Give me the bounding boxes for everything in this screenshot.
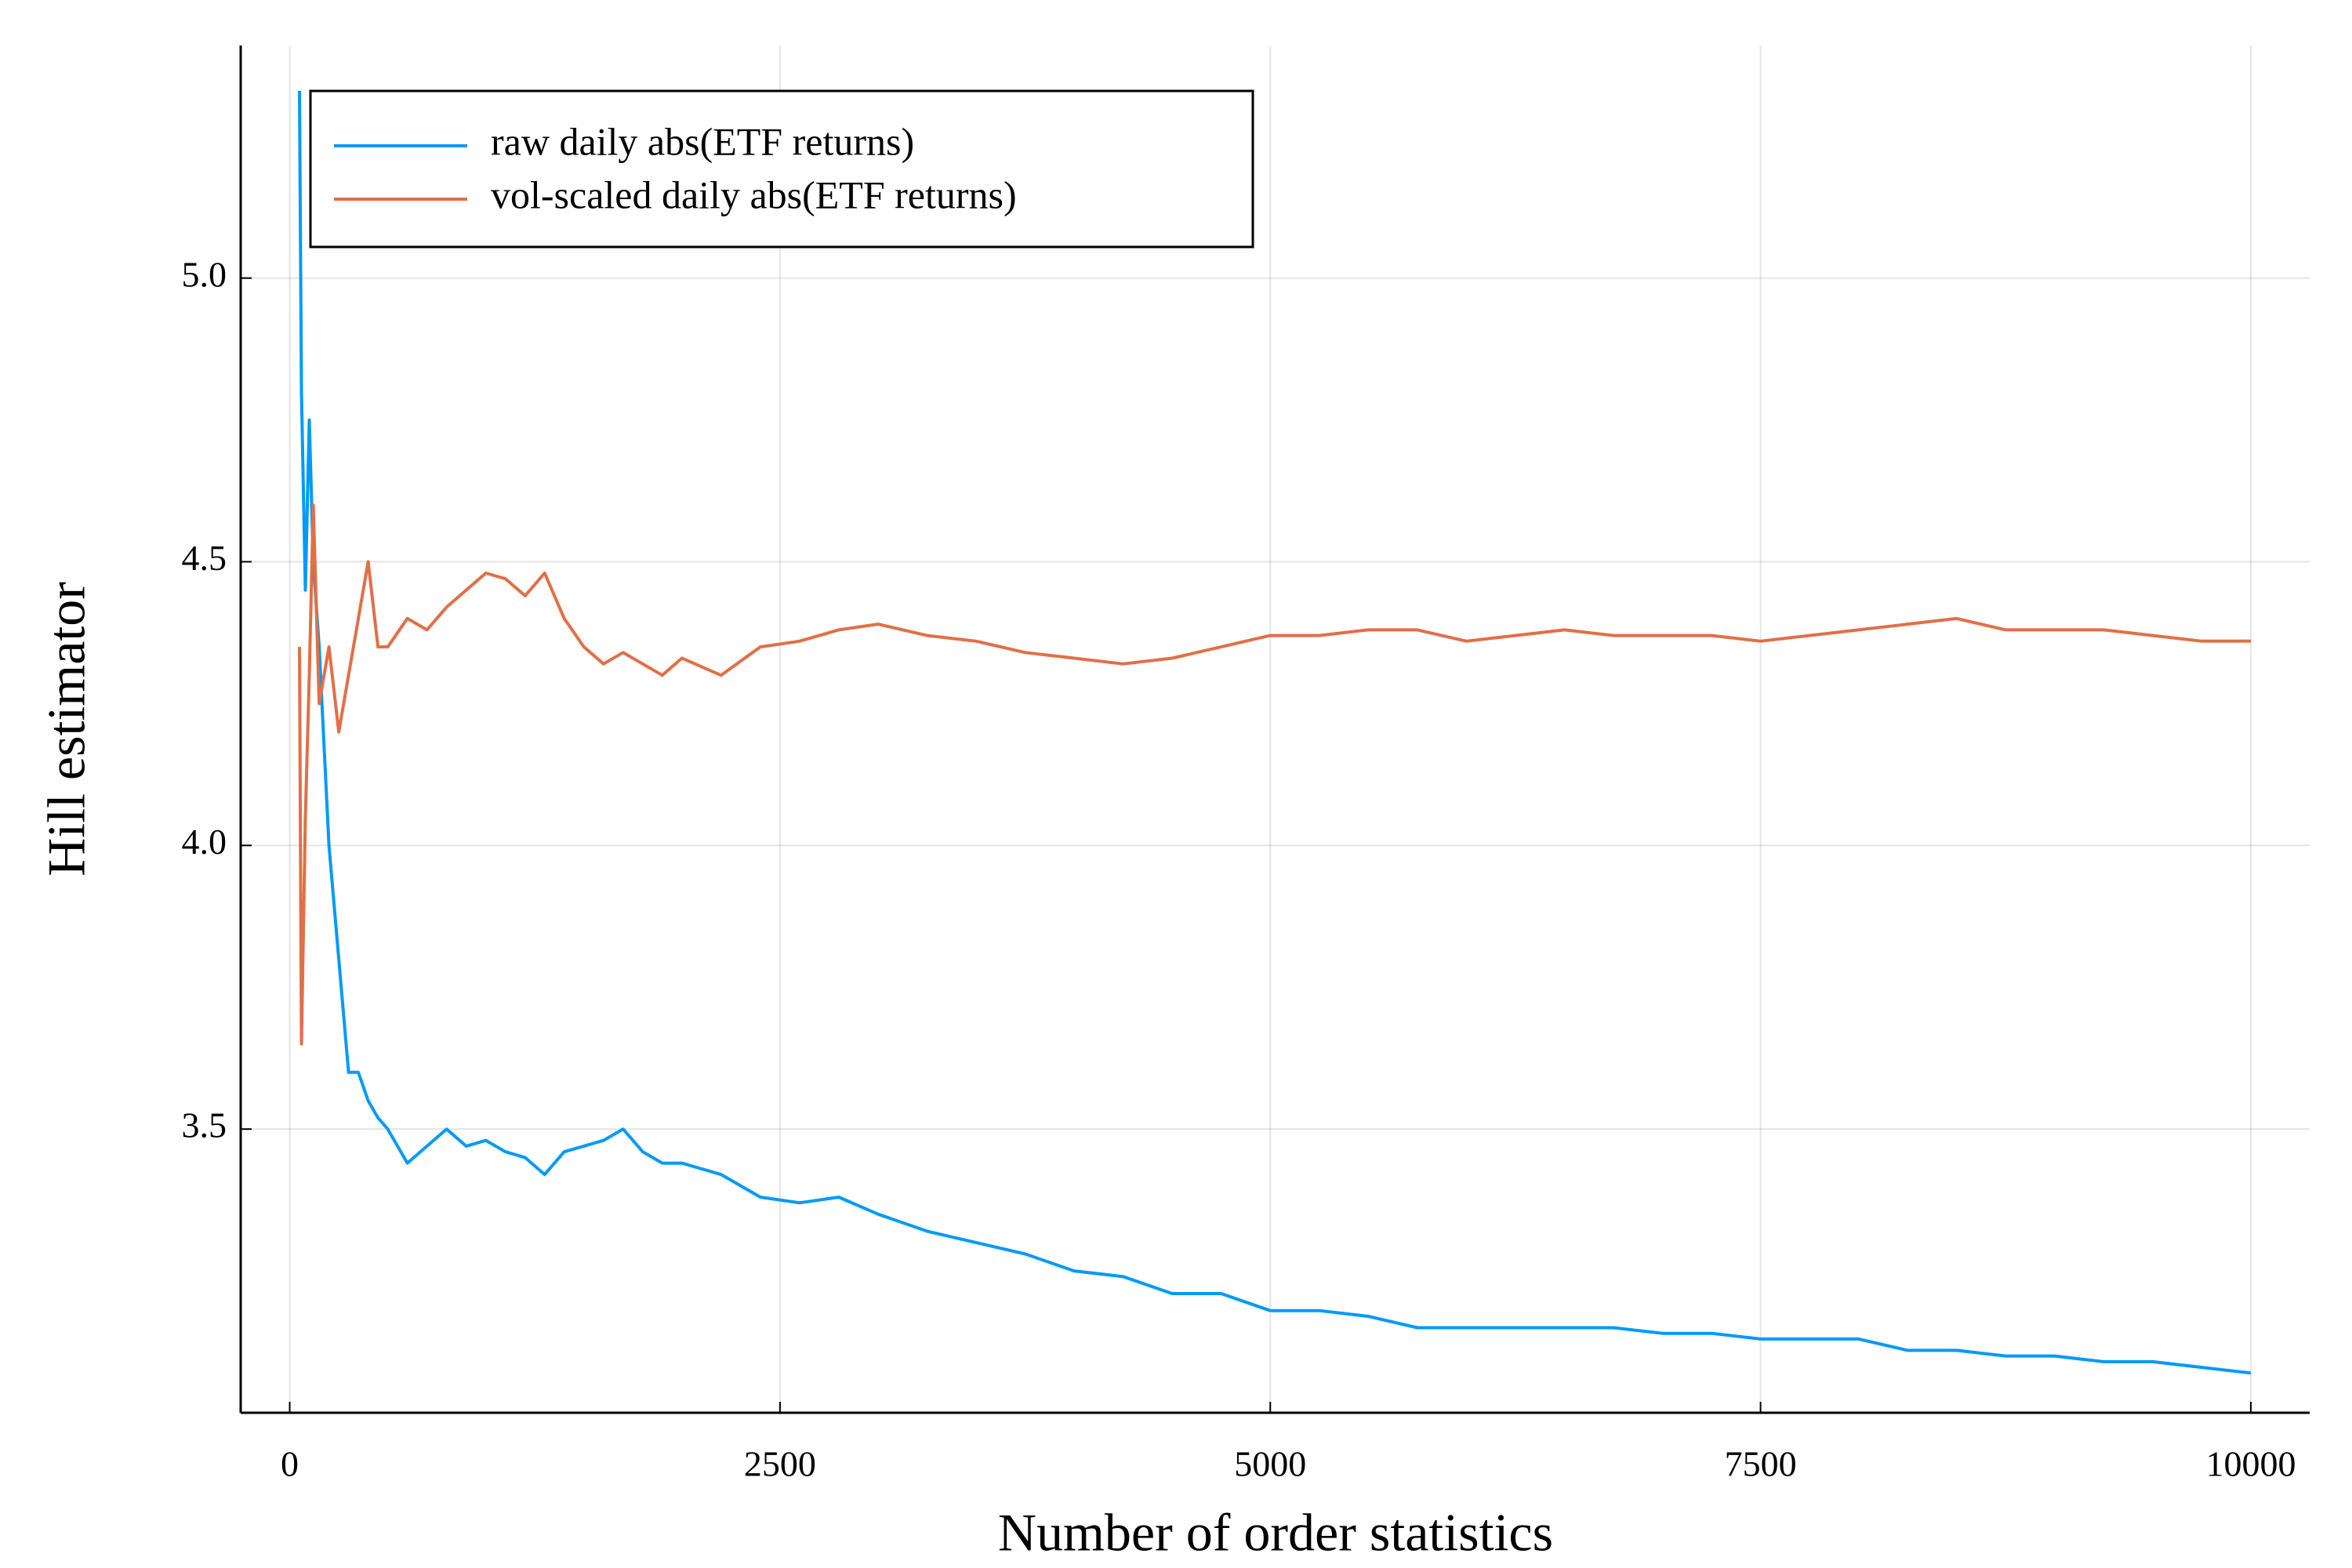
y-tick-label: 5.0 [182, 254, 227, 294]
y-tick-label: 4.5 [182, 538, 227, 578]
data-line [298, 503, 2251, 1046]
x-tick-label: 0 [281, 1444, 299, 1484]
legend-label: raw daily abs(ETF returns) [491, 119, 914, 163]
y-tick-label: 3.5 [182, 1105, 227, 1145]
x-tick-label: 2500 [744, 1444, 816, 1484]
legend-box [309, 89, 1254, 249]
y-tick-label: 4.0 [182, 822, 227, 862]
y-axis-label: Hill estimator [37, 582, 96, 877]
x-tick-label: 7500 [1725, 1444, 1797, 1484]
x-tick-label: 10000 [2205, 1444, 2296, 1484]
data-line [298, 90, 2252, 1375]
x-axis-label: Number of order statistics [998, 1503, 1553, 1563]
legend-label: vol-scaled daily abs(ETF returns) [491, 172, 1017, 216]
x-tick-label: 5000 [1234, 1444, 1306, 1484]
